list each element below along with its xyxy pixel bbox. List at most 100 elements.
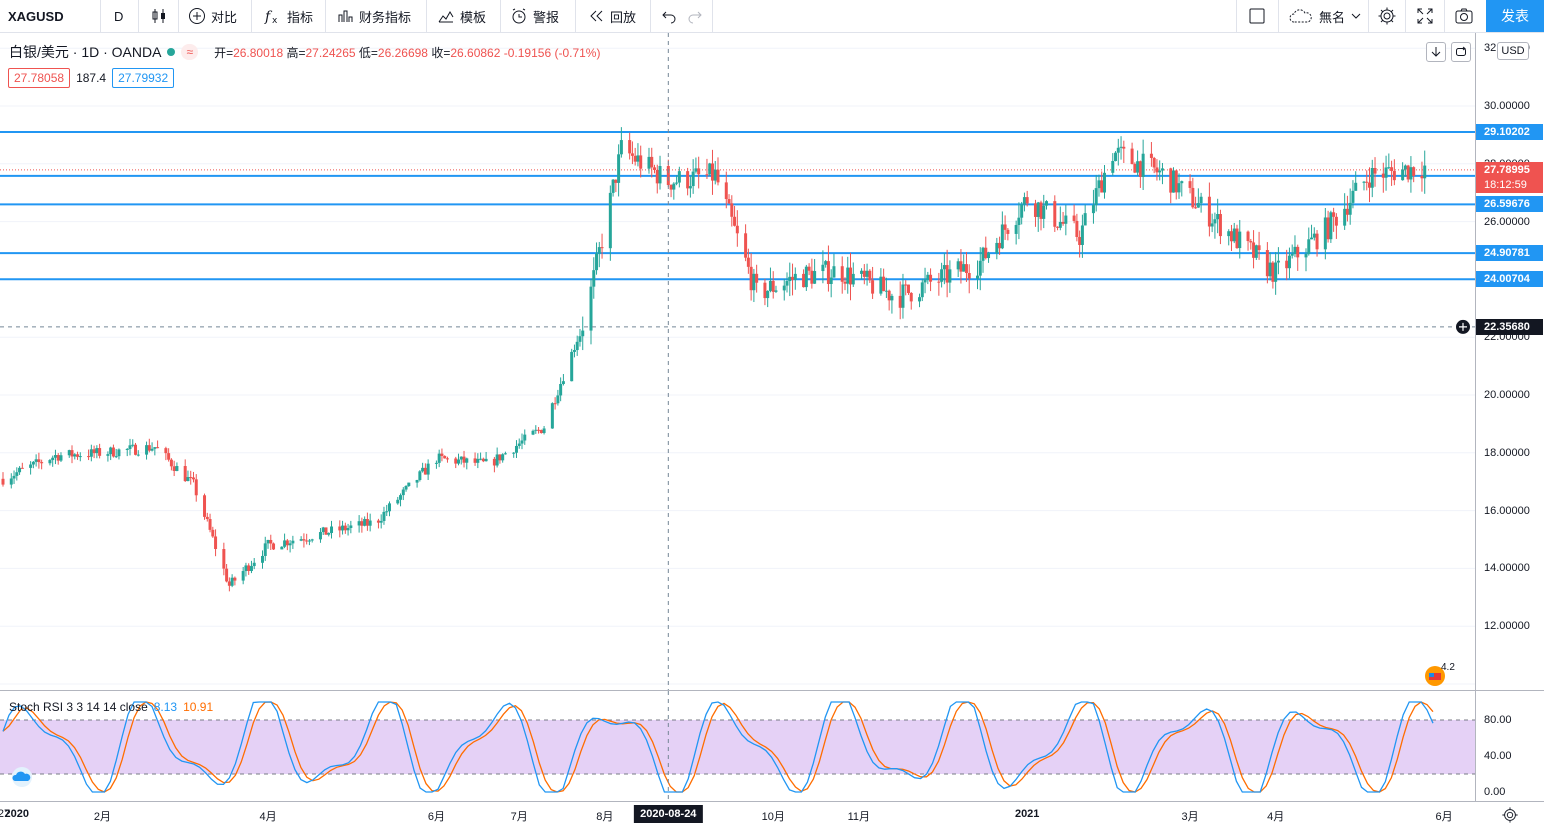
candle-body	[440, 453, 444, 456]
candle-body	[1160, 168, 1164, 171]
fullscreen-button[interactable]	[1410, 0, 1440, 32]
candle-body	[1064, 215, 1068, 224]
data-delay-badge: ≈	[181, 44, 199, 60]
candle-body	[18, 467, 22, 473]
candle-body	[280, 546, 284, 550]
snapshot-button[interactable]	[1448, 0, 1480, 32]
candle-body	[871, 280, 875, 294]
candle-body	[156, 447, 160, 449]
candle-body	[1304, 254, 1308, 258]
replay-button[interactable]: 回放	[581, 0, 642, 32]
candle-body	[672, 183, 676, 190]
chart-type-button[interactable]	[144, 0, 174, 32]
plus-circle-icon	[189, 8, 205, 24]
candle-body	[840, 266, 844, 282]
stoch-k-line	[2, 701, 1434, 793]
time-tick-label: 3月	[1181, 811, 1199, 823]
candle-body	[34, 459, 38, 462]
candle-body	[407, 482, 411, 487]
candle-body	[89, 449, 93, 457]
candle-body	[307, 540, 311, 542]
alert-button[interactable]: 警报	[504, 0, 565, 32]
bar-chart-icon	[338, 10, 353, 22]
candle-body	[559, 383, 563, 396]
candle-body	[421, 467, 425, 472]
scroll-to-latest-button[interactable]	[1426, 42, 1446, 62]
candle-body	[752, 273, 756, 291]
candle-body	[1169, 168, 1173, 193]
price-scale[interactable]: 32.0000030.0000028.0000026.0000024.00000…	[1475, 33, 1544, 801]
candle-body	[1403, 165, 1407, 170]
interval-button[interactable]: D	[108, 0, 129, 32]
layout-name-menu[interactable]: 無名	[1282, 0, 1368, 32]
layout-button[interactable]	[1242, 0, 1272, 32]
chevron-down-icon	[1351, 13, 1361, 19]
candle-body	[1094, 188, 1098, 206]
candle-body	[230, 577, 234, 586]
compare-button[interactable]: 对比	[182, 0, 243, 32]
chart-settings-button[interactable]	[1501, 806, 1521, 826]
financials-button[interactable]: 财务指标	[330, 0, 417, 32]
candle-body	[305, 540, 309, 542]
candle-body	[260, 555, 264, 563]
candle-body	[9, 478, 13, 485]
tradingview-logo[interactable]	[8, 766, 36, 788]
candle-body	[114, 456, 118, 458]
reset-chart-button[interactable]	[1451, 42, 1471, 62]
candle-body	[385, 511, 389, 513]
candle-body	[1412, 167, 1416, 176]
candle-body	[868, 270, 872, 281]
stoch-rsi-pane[interactable]	[0, 691, 1475, 801]
candle-body	[1196, 203, 1200, 208]
candle-body	[1172, 170, 1176, 193]
candle-body	[1252, 242, 1256, 258]
undo-button[interactable]	[654, 0, 684, 32]
candle-body	[755, 273, 759, 283]
publish-button[interactable]: 发表	[1486, 0, 1544, 32]
candle-body	[1249, 241, 1253, 243]
buy-price[interactable]: 27.79932	[112, 68, 175, 88]
level-price-tag: 29.10202	[1476, 123, 1543, 140]
candlestick-chart[interactable]	[0, 33, 1475, 690]
rewind-icon	[590, 10, 603, 22]
symbol-search[interactable]: XAGUSD	[2, 0, 70, 32]
candle-body	[1276, 260, 1280, 263]
stoch-rsi-chart[interactable]	[0, 691, 1475, 801]
candle-body	[291, 540, 295, 544]
settings-button[interactable]	[1371, 0, 1403, 32]
candle-body	[630, 153, 634, 156]
ideas-badge[interactable]: 4.2	[1424, 662, 1460, 688]
change-value: -0.19156 (-0.71%)	[503, 45, 601, 60]
candle-body	[1229, 231, 1233, 242]
candle-body	[713, 169, 717, 181]
candle-body	[959, 261, 963, 272]
flag-icon	[1425, 666, 1445, 686]
candle-body	[804, 266, 808, 288]
sell-price[interactable]: 27.78058	[8, 68, 71, 88]
candle-body	[1232, 228, 1236, 242]
candle-body	[365, 518, 369, 526]
candle-body	[948, 269, 952, 283]
templates-button[interactable]: 模板	[431, 0, 492, 32]
candle-body	[1362, 181, 1366, 183]
crosshair-date-tag: 2020-08-24	[634, 805, 703, 823]
candle-body	[1354, 182, 1358, 191]
redo-button[interactable]	[680, 0, 710, 32]
candle-body	[299, 539, 303, 541]
candles-icon	[152, 9, 165, 23]
candle-body	[534, 429, 538, 431]
pane-divider[interactable]	[0, 690, 1544, 691]
currency-label[interactable]: USD	[1497, 42, 1529, 60]
time-axis[interactable]: 27 2020 2月 4月 6月 7月 8月 10月 11月 2021 3月 4月 6月 2020-08-…	[0, 801, 1544, 828]
candle-body	[705, 174, 709, 176]
candle-body	[269, 539, 273, 544]
candle-body	[865, 270, 869, 277]
candle-body	[1199, 196, 1203, 204]
candle-body	[1213, 219, 1217, 224]
candle-body	[937, 281, 941, 283]
price-pane[interactable]	[0, 33, 1475, 690]
candle-body	[512, 452, 516, 454]
candle-body	[503, 453, 507, 455]
candle-body	[59, 455, 63, 461]
